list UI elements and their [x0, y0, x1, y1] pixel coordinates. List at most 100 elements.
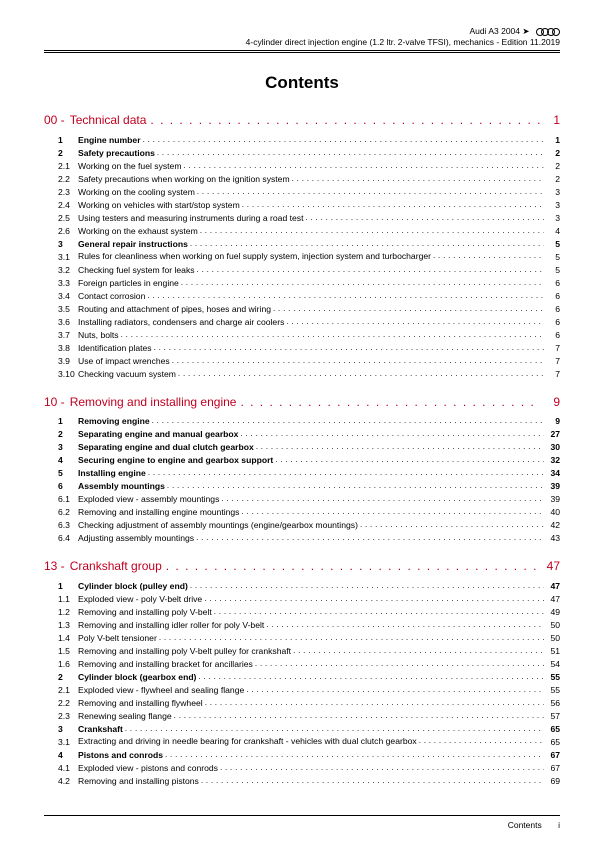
- toc-item[interactable]: 2.1Working on the fuel system. . . . . .…: [44, 160, 560, 173]
- header-subtitle: 4-cylinder direct injection engine (1.2 …: [44, 37, 560, 48]
- leader-dots: . . . . . . . . . . . . . . . . . . . . …: [184, 160, 545, 172]
- toc-section-heading[interactable]: 10 -Removing and installing engine . . .…: [44, 393, 560, 412]
- item-page: 39: [546, 493, 560, 506]
- footer-rule: [44, 815, 560, 816]
- section-number: 13 -: [44, 557, 65, 576]
- item-page: 69: [546, 775, 560, 788]
- leader-dots: . . . . . . . . . . . . . . . . . . . . …: [266, 619, 544, 631]
- toc-item[interactable]: 6.1Exploded view - assembly mountings. .…: [44, 493, 560, 506]
- item-page: 7: [546, 368, 560, 381]
- toc-item[interactable]: 1Cylinder block (pulley end). . . . . . …: [44, 580, 560, 593]
- toc-section-heading[interactable]: 13 -Crankshaft group . . . . . . . . . .…: [44, 557, 560, 576]
- item-number: 1.3: [44, 619, 78, 632]
- leader-dots: . . . . . . . . . . . . . . . . . . . . …: [152, 415, 544, 427]
- toc-item[interactable]: 3.6Installing radiators, condensers and …: [44, 316, 560, 329]
- toc-item[interactable]: 3.2Checking fuel system for leaks. . . .…: [44, 264, 560, 277]
- toc-item[interactable]: 1Engine number. . . . . . . . . . . . . …: [44, 134, 560, 147]
- toc-item[interactable]: 3.8Identification plates. . . . . . . . …: [44, 342, 560, 355]
- item-page: 7: [546, 355, 560, 368]
- toc-item[interactable]: 4Securing engine to engine and gearbox s…: [44, 454, 560, 467]
- toc-item[interactable]: 4.1Exploded view - pistons and conrods. …: [44, 762, 560, 775]
- item-label: Removing and installing idler roller for…: [78, 619, 264, 632]
- item-page: 5: [546, 251, 560, 264]
- item-label: Securing engine to engine and gearbox su…: [78, 454, 273, 467]
- toc-item[interactable]: 6.4Adjusting assembly mountings. . . . .…: [44, 532, 560, 545]
- toc-item[interactable]: 2.4Working on vehicles with start/stop s…: [44, 199, 560, 212]
- item-number: 2.2: [44, 173, 78, 186]
- toc-item[interactable]: 3.5Routing and attachment of pipes, hose…: [44, 303, 560, 316]
- toc-section: 13 -Crankshaft group . . . . . . . . . .…: [44, 557, 560, 787]
- toc-item[interactable]: 2.3Renewing sealing flange. . . . . . . …: [44, 710, 560, 723]
- toc-item[interactable]: 1.3Removing and installing idler roller …: [44, 619, 560, 632]
- item-number: 6.1: [44, 493, 78, 506]
- toc-item[interactable]: 2.2Safety precautions when working on th…: [44, 173, 560, 186]
- toc-item[interactable]: 1.4Poly V-belt tensioner. . . . . . . . …: [44, 632, 560, 645]
- toc-item[interactable]: 2Cylinder block (gearbox end). . . . . .…: [44, 671, 560, 684]
- leader-dots: . . . . . . . . . . . . . . . . . . . . …: [167, 480, 544, 492]
- toc-item[interactable]: 6Assembly mountings. . . . . . . . . . .…: [44, 480, 560, 493]
- item-number: 1: [44, 580, 78, 593]
- toc-item[interactable]: 2.5Using testers and measuring instrumen…: [44, 212, 560, 225]
- toc-item[interactable]: 3.9Use of impact wrenches. . . . . . . .…: [44, 355, 560, 368]
- item-page: 3: [546, 199, 560, 212]
- leader-dots: . . . . . . . . . . . . . . . . . . . . …: [178, 368, 544, 380]
- item-page: 67: [546, 749, 560, 762]
- toc-section-heading[interactable]: 00 -Technical data . . . . . . . . . . .…: [44, 111, 560, 130]
- toc-item[interactable]: 6.2Removing and installing engine mounti…: [44, 506, 560, 519]
- toc-item[interactable]: 1.5Removing and installing poly V-belt p…: [44, 645, 560, 658]
- section-page: 9: [544, 393, 560, 412]
- toc-item[interactable]: 2.1Exploded view - flywheel and sealing …: [44, 684, 560, 697]
- leader-dots: . . . . . . . . . . . . . . . . . . . . …: [148, 467, 544, 479]
- toc-item[interactable]: 2.3Working on the cooling system. . . . …: [44, 186, 560, 199]
- audi-logo-icon: [536, 28, 561, 36]
- toc-item[interactable]: 2Safety precautions. . . . . . . . . . .…: [44, 147, 560, 160]
- leader-dots: . . . . . . . . . . . . . . . . . . . . …: [221, 493, 544, 505]
- toc-item[interactable]: 5Installing engine. . . . . . . . . . . …: [44, 467, 560, 480]
- item-number: 2: [44, 428, 78, 441]
- item-label: Removing and installing flywheel: [78, 697, 203, 710]
- toc-item[interactable]: 3.3Foreign particles in engine. . . . . …: [44, 277, 560, 290]
- item-page: 3: [546, 212, 560, 225]
- toc-item[interactable]: 3.4Contact corrosion. . . . . . . . . . …: [44, 290, 560, 303]
- item-label: Removing and installing pistons: [78, 775, 199, 788]
- item-page: 67: [546, 762, 560, 775]
- leader-dots: . . . . . . . . . . . . . . . . . . . . …: [190, 238, 544, 250]
- toc-item[interactable]: 2.6Working on the exhaust system. . . . …: [44, 225, 560, 238]
- toc-item[interactable]: 3.1Extracting and driving in needle bear…: [44, 736, 560, 749]
- item-page: 30: [546, 441, 560, 454]
- item-label: Extracting and driving in needle bearing…: [78, 736, 417, 748]
- item-number: 2: [44, 671, 78, 684]
- leader-dots: . . . . . . . . . . . . . . . . . . . . …: [241, 506, 544, 518]
- toc-item[interactable]: 3Separating engine and dual clutch gearb…: [44, 441, 560, 454]
- item-page: 6: [546, 316, 560, 329]
- item-label: Nuts, bolts: [78, 329, 119, 342]
- item-label: Poly V-belt tensioner: [78, 632, 157, 645]
- toc-item[interactable]: 3.10Checking vacuum system. . . . . . . …: [44, 368, 560, 381]
- item-label: Contact corrosion: [78, 290, 145, 303]
- leader-dots: . . . . . . . . . . . . . . . . . . . . …: [166, 557, 540, 576]
- toc-item[interactable]: 1.6Removing and installing bracket for a…: [44, 658, 560, 671]
- leader-dots: . . . . . . . . . . . . . . . . . . . . …: [256, 441, 544, 453]
- leader-dots: . . . . . . . . . . . . . . . . . . . . …: [197, 264, 544, 276]
- item-label: Separating engine and manual gearbox: [78, 428, 238, 441]
- section-number: 10 -: [44, 393, 65, 412]
- item-label: Working on the exhaust system: [78, 225, 198, 238]
- item-label: Exploded view - flywheel and sealing fla…: [78, 684, 244, 697]
- toc-item[interactable]: 1.2Removing and installing poly V-belt. …: [44, 606, 560, 619]
- leader-dots: . . . . . . . . . . . . . . . . . . . . …: [246, 684, 544, 696]
- toc-item[interactable]: 1Removing engine. . . . . . . . . . . . …: [44, 415, 560, 428]
- leader-dots: . . . . . . . . . . . . . . . . . . . . …: [165, 749, 544, 761]
- toc-item[interactable]: 3.7Nuts, bolts. . . . . . . . . . . . . …: [44, 329, 560, 342]
- item-number: 3: [44, 238, 78, 251]
- item-label: Foreign particles in engine: [78, 277, 179, 290]
- toc-item[interactable]: 3.1Rules for cleanliness when working on…: [44, 251, 560, 264]
- toc-item[interactable]: 1.1Exploded view - poly V-belt drive. . …: [44, 593, 560, 606]
- item-label: Using testers and measuring instruments …: [78, 212, 303, 225]
- toc-item[interactable]: 2Separating engine and manual gearbox. .…: [44, 428, 560, 441]
- page-header: Audi A3 2004 ➤ 4-cylinder direct injecti…: [44, 26, 560, 53]
- leader-dots: . . . . . . . . . . . . . . . . . . . . …: [181, 277, 544, 289]
- toc-item[interactable]: 2.2Removing and installing flywheel. . .…: [44, 697, 560, 710]
- toc-item[interactable]: 6.3Checking adjustment of assembly mount…: [44, 519, 560, 532]
- toc-item[interactable]: 4Pistons and conrods. . . . . . . . . . …: [44, 749, 560, 762]
- toc-item[interactable]: 4.2Removing and installing pistons. . . …: [44, 775, 560, 788]
